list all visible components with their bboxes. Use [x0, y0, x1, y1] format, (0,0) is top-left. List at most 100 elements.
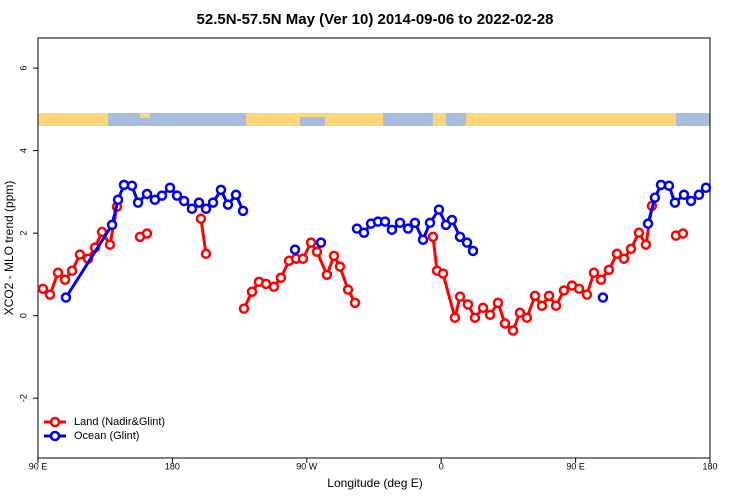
legend-marker	[49, 430, 61, 442]
data-point	[649, 192, 661, 203]
x-tick-label: 90 W	[296, 461, 318, 471]
y-tick-label: -2	[18, 394, 28, 402]
data-point	[275, 272, 287, 283]
data-point	[321, 269, 333, 281]
data-point	[59, 274, 71, 286]
data-point	[595, 274, 607, 286]
data-point	[499, 318, 511, 329]
data-point	[677, 228, 689, 239]
data-point	[297, 253, 309, 264]
data-point	[311, 246, 323, 257]
data-point	[469, 312, 481, 323]
data-point	[588, 267, 600, 279]
data-point	[164, 182, 176, 194]
data-point	[543, 290, 555, 302]
data-point	[558, 285, 570, 296]
data-point	[693, 189, 705, 201]
data-point	[433, 204, 445, 215]
data-point	[424, 217, 436, 229]
data-point	[484, 309, 496, 321]
data-point	[394, 217, 406, 229]
data-point	[268, 281, 280, 293]
y-tick-label: 2	[18, 231, 28, 236]
data-point	[618, 253, 630, 264]
data-point	[195, 213, 207, 224]
data-point	[633, 227, 645, 238]
data-point	[454, 231, 466, 243]
data-point	[66, 265, 78, 276]
data-point	[603, 264, 615, 276]
data-point	[112, 194, 124, 205]
y-tick-label: 0	[18, 313, 28, 318]
data-point	[328, 250, 340, 262]
data-point	[663, 180, 675, 191]
series-line	[41, 205, 684, 334]
data-point	[178, 195, 190, 207]
data-point	[446, 214, 458, 226]
data-point	[289, 244, 301, 255]
data-point	[550, 300, 562, 312]
x-tick-label: 90 E	[29, 461, 48, 471]
data-point	[44, 289, 56, 300]
data-point	[492, 297, 504, 309]
data-point	[467, 245, 479, 257]
x-tick-label: 180	[165, 461, 180, 471]
data-point	[462, 299, 474, 310]
data-point	[536, 300, 548, 312]
data-point	[386, 224, 398, 236]
legend-label: Ocean (Glint)	[74, 430, 139, 442]
x-axis-label: Longitude (deg E)	[327, 476, 422, 490]
data-point	[342, 284, 354, 295]
data-point	[207, 197, 219, 208]
data-point	[640, 239, 652, 250]
data-point	[358, 227, 370, 238]
data-point	[349, 297, 361, 309]
data-point	[477, 302, 489, 314]
series-line	[64, 183, 708, 299]
data-point	[186, 203, 198, 215]
map-strip	[38, 113, 710, 126]
data-point	[141, 228, 153, 239]
data-point	[678, 189, 690, 201]
data-point	[200, 248, 212, 260]
data-point	[52, 267, 64, 279]
data-point	[238, 303, 250, 314]
data-point	[132, 197, 144, 208]
data-point	[521, 312, 533, 323]
data-point	[237, 205, 249, 217]
data-point	[215, 184, 227, 196]
data-point	[573, 283, 585, 295]
data-point	[193, 197, 205, 208]
data-point	[74, 249, 86, 260]
data-point	[104, 239, 116, 250]
data-point	[106, 219, 118, 231]
data-point	[126, 180, 138, 191]
y-axis-label: XCO2 - MLO trend (ppm)	[2, 181, 16, 316]
data-point	[156, 190, 168, 201]
data-point	[141, 188, 153, 200]
data-point	[427, 231, 439, 243]
x-tick-label: 0	[439, 461, 444, 471]
data-point	[230, 189, 242, 201]
data-point	[669, 197, 681, 208]
data-point	[222, 199, 234, 210]
data-point	[642, 218, 654, 229]
data-point	[437, 268, 449, 279]
data-point	[514, 307, 526, 319]
data-point	[461, 237, 473, 248]
data-point	[37, 283, 49, 295]
plot-frame	[37, 37, 711, 459]
x-tick-label: 90 E	[566, 461, 585, 471]
data-point	[417, 234, 429, 245]
y-tick-label: 4	[18, 148, 28, 153]
data-point	[700, 182, 712, 194]
data-point	[507, 325, 519, 336]
y-tick-label: 6	[18, 66, 28, 71]
data-point	[449, 312, 461, 323]
data-point	[60, 292, 72, 303]
data-point	[246, 286, 258, 297]
data-point	[581, 289, 593, 300]
x-tick-label: 180	[702, 461, 717, 471]
data-point	[685, 195, 697, 207]
